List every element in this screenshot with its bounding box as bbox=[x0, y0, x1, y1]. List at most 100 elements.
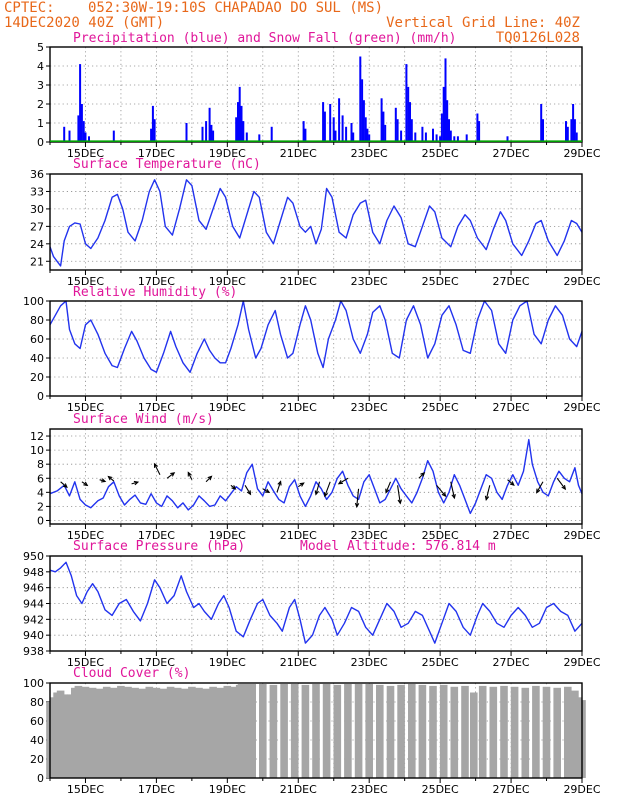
cloud-title: Cloud Cover (%) bbox=[73, 666, 190, 681]
wind-arrow-shaft bbox=[556, 477, 566, 490]
bar bbox=[181, 688, 189, 778]
bar bbox=[542, 686, 551, 778]
bar bbox=[476, 113, 479, 142]
bar bbox=[408, 684, 416, 778]
wind-arrow bbox=[397, 485, 403, 505]
y-tick-label: 2 bbox=[37, 98, 44, 111]
wind-arrow-head bbox=[101, 478, 107, 483]
rh-plot: 0 20 40 60 80 100 15DEC 17DEC 19DEC 21DEC 23DEC 25D… bbox=[23, 295, 601, 414]
bar bbox=[258, 134, 261, 142]
bar bbox=[159, 688, 168, 778]
bar bbox=[210, 124, 213, 142]
y-tick-label: 944 bbox=[23, 598, 44, 611]
y-tick-label: 948 bbox=[23, 566, 44, 579]
y-tick-label: 33 bbox=[30, 185, 44, 198]
x-tick-label: 21DEC bbox=[280, 529, 317, 542]
y-tick-label: 0 bbox=[37, 136, 44, 149]
bar bbox=[573, 119, 576, 142]
bar bbox=[209, 686, 217, 778]
temp-plot: 21 24 27 30 33 36 15DEC 17DEC 19DEC 21DEC 23DEC 25D… bbox=[30, 168, 601, 288]
wind-arrow-head bbox=[170, 472, 176, 477]
bar bbox=[60, 694, 68, 778]
bar bbox=[352, 132, 355, 142]
wind-arrow-head bbox=[451, 493, 456, 500]
bar bbox=[359, 56, 362, 142]
bar bbox=[456, 136, 459, 142]
y-tick-label: 27 bbox=[30, 220, 44, 233]
y-tick-label: 938 bbox=[23, 645, 44, 658]
cloud-panel: Cloud Cover (%) 0 20 40 60 80 100 15DEC 17DEC 19… bbox=[23, 666, 601, 796]
y-tick-label: 20 bbox=[30, 753, 44, 766]
series-line bbox=[49, 300, 583, 373]
bar bbox=[332, 117, 335, 142]
y-tick-label: 80 bbox=[30, 314, 44, 327]
x-tick-label: 29DEC bbox=[563, 656, 600, 669]
bar bbox=[131, 687, 139, 779]
bar bbox=[461, 685, 469, 778]
x-tick-label: 25DEC bbox=[422, 275, 459, 288]
y-tick-label: 12 bbox=[30, 430, 44, 443]
wind-arrow-shaft bbox=[154, 463, 161, 475]
bar bbox=[95, 688, 104, 778]
wind-arrow-head bbox=[207, 475, 213, 481]
bar bbox=[205, 121, 208, 142]
plot-frame bbox=[49, 173, 583, 271]
bar bbox=[240, 105, 243, 142]
bar bbox=[329, 104, 332, 142]
x-tick-label: 29DEC bbox=[563, 275, 600, 288]
bar bbox=[259, 684, 267, 778]
x-tick-label: 21DEC bbox=[280, 656, 317, 669]
bar bbox=[384, 124, 387, 142]
bar bbox=[341, 115, 344, 142]
wind-arrow-head bbox=[397, 499, 403, 505]
y-tick-label: 0 bbox=[37, 772, 44, 785]
x-tick-label: 29DEC bbox=[563, 783, 600, 796]
bar bbox=[450, 686, 459, 778]
bar bbox=[124, 686, 132, 778]
wind-arrow-head bbox=[62, 483, 68, 489]
x-tick-label: 21DEC bbox=[280, 147, 317, 160]
bar bbox=[446, 100, 449, 142]
wind-arrow-head bbox=[484, 495, 490, 501]
x-tick-label: 25DEC bbox=[422, 147, 459, 160]
x-tick-label: 19DEC bbox=[209, 401, 246, 414]
bar bbox=[489, 686, 498, 778]
header-code: TQ0126L028 bbox=[496, 30, 580, 46]
x-tick-label: 27DEC bbox=[493, 529, 530, 542]
plot-frame bbox=[49, 428, 583, 525]
bar bbox=[201, 126, 204, 142]
bar bbox=[185, 123, 188, 142]
y-tick-label: 942 bbox=[23, 613, 44, 626]
bar bbox=[448, 119, 450, 142]
plot-frame bbox=[49, 555, 583, 652]
bar bbox=[442, 86, 445, 142]
y-tick-label: 946 bbox=[23, 582, 44, 595]
bar bbox=[344, 684, 352, 778]
wind-arrow bbox=[484, 485, 491, 501]
bar bbox=[338, 98, 341, 142]
wind-arrow bbox=[131, 480, 140, 486]
wind-arrow-head bbox=[354, 502, 360, 509]
bar bbox=[421, 126, 424, 142]
press-plot: 938 940 942 944 946 948 950 15DEC 17DEC 19DEC 21DE… bbox=[23, 550, 601, 669]
bar bbox=[405, 64, 408, 142]
y-tick-label: 8 bbox=[37, 458, 44, 471]
x-tick-label: 25DEC bbox=[422, 656, 459, 669]
series-line bbox=[49, 561, 583, 644]
x-tick-label: 15DEC bbox=[67, 783, 104, 796]
bar bbox=[354, 684, 363, 778]
bar bbox=[432, 128, 434, 142]
wind-arrow-head bbox=[231, 485, 237, 490]
plot-frame bbox=[49, 300, 583, 397]
wind-arrow-head bbox=[314, 490, 320, 496]
bar bbox=[195, 687, 203, 779]
bar bbox=[435, 134, 438, 142]
wind-arrow-head bbox=[536, 488, 541, 494]
wind-arrow bbox=[385, 481, 391, 494]
bar bbox=[396, 119, 399, 142]
bar bbox=[366, 128, 369, 142]
wind-arrow-shaft bbox=[536, 481, 544, 493]
